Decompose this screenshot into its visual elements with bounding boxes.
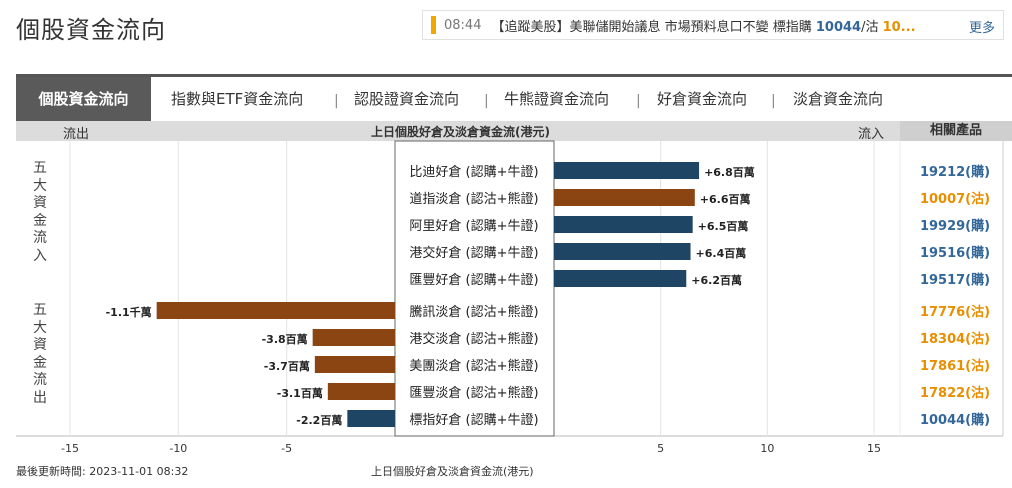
tab-index-etf-fund-flow[interactable]: 指數與ETF資金流向 bbox=[171, 90, 304, 108]
x-tick-label: 10 bbox=[760, 442, 774, 455]
x-axis-caption: 上日個股好倉及淡倉資金流(港元) bbox=[371, 465, 534, 478]
top-outflow-group-label: 五大資金流出 bbox=[33, 302, 47, 406]
news-headline-prefix: 【追蹤美股】美聯儲開始議息 市場預料息口不變 標指購 bbox=[491, 19, 816, 35]
data-label: +6.2百萬 bbox=[691, 273, 742, 287]
category-label: 港交好倉 (認購+牛證) bbox=[409, 245, 538, 261]
tab-separator: | bbox=[636, 93, 641, 109]
related-product-link[interactable]: 19212(購) bbox=[920, 164, 990, 180]
category-label: 匯豐淡倉 (認沽+熊證) bbox=[409, 385, 538, 401]
related-product-link[interactable]: 19929(購) bbox=[920, 218, 990, 234]
related-product-link[interactable]: 10007(沽) bbox=[920, 191, 990, 207]
bar bbox=[554, 216, 693, 233]
top-inflow-group-label: 五大資金流入 bbox=[33, 160, 47, 264]
news-value-put: 10... bbox=[882, 19, 916, 35]
data-label: +6.8百萬 bbox=[704, 165, 755, 179]
inflow-header: 流入 bbox=[858, 127, 885, 142]
bar bbox=[327, 383, 395, 400]
news-ticker[interactable]: 08:44 【追蹤美股】美聯儲開始議息 市場預料息口不變 標指購 10044/沽… bbox=[422, 10, 1004, 40]
tab-separator: | bbox=[771, 93, 776, 109]
tab-separator: | bbox=[484, 93, 489, 109]
chart-title: 上日個股好倉及淡倉資金流(港元) bbox=[371, 125, 550, 139]
category-label: 美團淡倉 (認沽+熊證) bbox=[409, 358, 538, 374]
bar bbox=[314, 356, 395, 373]
data-label: -1.1千萬 bbox=[106, 305, 152, 319]
bar bbox=[554, 243, 691, 260]
data-label: -3.8百萬 bbox=[262, 332, 308, 346]
category-label: 港交淡倉 (認沽+熊證) bbox=[409, 331, 538, 347]
data-label: +6.6百萬 bbox=[700, 192, 751, 206]
data-label: +6.4百萬 bbox=[696, 246, 747, 260]
tab-bar: 個股資金流向 指數與ETF資金流向 | 認股證資金流向 | 牛熊證資金流向 | … bbox=[16, 74, 1012, 121]
x-tick-label: -5 bbox=[281, 442, 292, 455]
bar bbox=[156, 302, 395, 319]
category-label: 標指好倉 (認購+牛證) bbox=[409, 412, 538, 428]
category-label: 道指淡倉 (認沽+熊證) bbox=[409, 191, 538, 207]
tab-warrant-fund-flow[interactable]: 認股證資金流向 bbox=[354, 90, 460, 108]
bar bbox=[347, 410, 395, 427]
related-products-header: 相關產品 bbox=[900, 121, 1012, 141]
tab-short-fund-flow[interactable]: 淡倉資金流向 bbox=[793, 90, 884, 108]
category-label: 匯豐好倉 (認購+牛證) bbox=[409, 272, 538, 288]
related-product-link[interactable]: 17776(沽) bbox=[920, 304, 990, 320]
related-product-link[interactable]: 10044(購) bbox=[920, 412, 990, 428]
tab-separator: | bbox=[334, 93, 339, 109]
news-more-link[interactable]: 更多 bbox=[968, 21, 995, 36]
outflow-header: 流出 bbox=[63, 127, 90, 142]
bar bbox=[312, 329, 395, 346]
related-product-link[interactable]: 19516(購) bbox=[920, 245, 990, 261]
x-tick-label: -15 bbox=[61, 442, 79, 455]
bar bbox=[554, 270, 687, 287]
x-tick-label: 15 bbox=[867, 442, 881, 455]
tab-long-fund-flow[interactable]: 好倉資金流向 bbox=[657, 90, 748, 108]
data-label: -3.1百萬 bbox=[277, 386, 323, 400]
related-product-link[interactable]: 17822(沽) bbox=[920, 385, 990, 401]
related-product-link[interactable]: 17861(沽) bbox=[920, 358, 990, 374]
category-label: 比迪好倉 (認購+牛證) bbox=[409, 164, 538, 180]
related-product-link[interactable]: 19517(購) bbox=[920, 272, 990, 288]
tab-stock-fund-flow[interactable]: 個股資金流向 bbox=[16, 77, 151, 121]
news-headline-sep: /沽 bbox=[861, 19, 883, 35]
bar bbox=[554, 189, 695, 206]
category-label-box bbox=[394, 140, 555, 437]
last-updated: 最後更新時間: 2023-11-01 08:32 bbox=[16, 465, 189, 478]
bar bbox=[554, 162, 700, 179]
chart-header-row: 流出 上日個股好倉及淡倉資金流(港元) 流入 相關產品 bbox=[16, 121, 1012, 142]
page-title: 個股資金流向 bbox=[16, 16, 166, 44]
x-tick-label: -10 bbox=[169, 442, 187, 455]
category-label: 騰訊淡倉 (認沽+熊證) bbox=[409, 304, 538, 320]
category-label: 阿里好倉 (認購+牛證) bbox=[409, 218, 538, 234]
news-value-call: 10044 bbox=[815, 19, 862, 35]
news-accent-bar bbox=[431, 16, 436, 34]
news-time: 08:44 bbox=[444, 17, 482, 33]
news-headline[interactable]: 【追蹤美股】美聯儲開始議息 市場預料息口不變 標指購 10044/沽 10... bbox=[491, 16, 969, 35]
data-label: +6.5百萬 bbox=[698, 219, 749, 233]
data-label: -2.2百萬 bbox=[296, 413, 342, 427]
related-product-link[interactable]: 18304(沽) bbox=[920, 331, 990, 347]
data-label: -3.7百萬 bbox=[264, 359, 310, 373]
tab-cbbc-fund-flow[interactable]: 牛熊證資金流向 bbox=[504, 90, 610, 108]
x-tick-label: 5 bbox=[657, 442, 664, 455]
